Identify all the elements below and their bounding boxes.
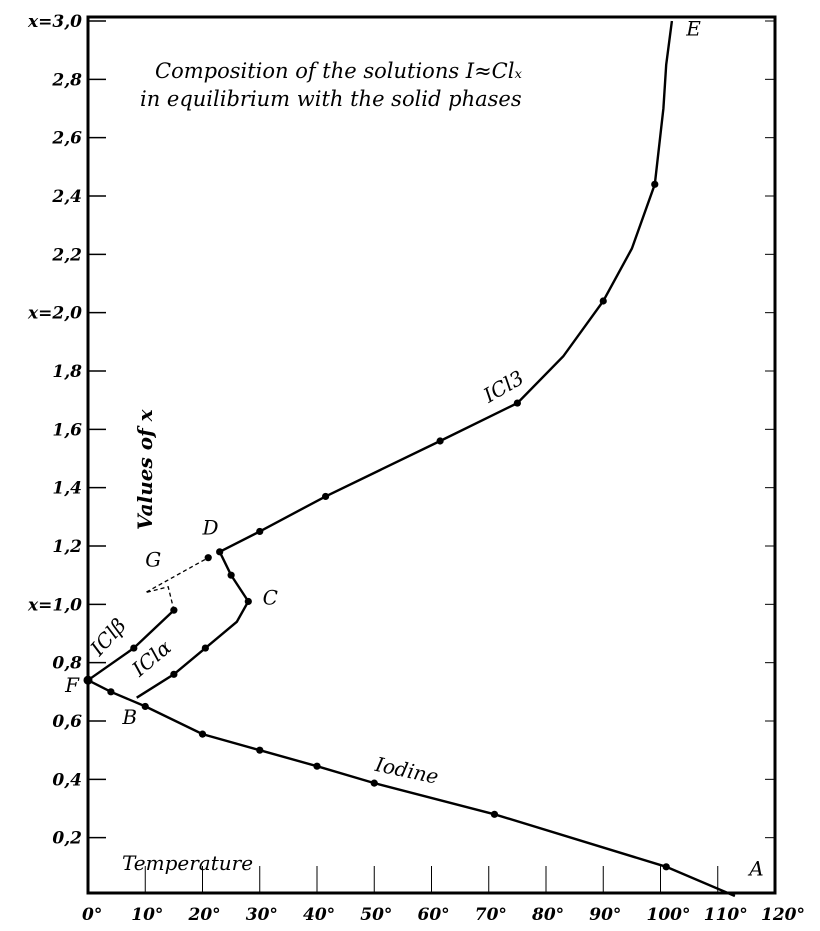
- y-tick-label: 2,8: [51, 70, 82, 90]
- data-point: [321, 492, 330, 501]
- y-tick-label: 2,2: [51, 245, 82, 265]
- data-point: [513, 399, 521, 407]
- point-label-B: B: [121, 705, 137, 729]
- data-point: [370, 779, 378, 787]
- data-point: [651, 180, 659, 188]
- x-tick-label: 120°: [761, 905, 805, 925]
- data-point: [490, 810, 499, 818]
- y-tick-label: 0,2: [52, 829, 82, 849]
- point-label-D: D: [202, 515, 219, 539]
- y-tick-label: 0,6: [52, 712, 82, 732]
- chart-title-line-2: in equilibrium with the solid phases: [140, 87, 522, 111]
- data-point: [198, 730, 207, 738]
- curve-ICl3: [219, 20, 674, 553]
- y-tick-label: 2,6: [51, 129, 82, 149]
- data-point: [216, 548, 224, 556]
- y-tick-label: x=3,0: [27, 12, 82, 32]
- data-point: [256, 527, 264, 536]
- x-tick-label: 70°: [475, 905, 507, 925]
- y-axis-label: Values of x: [133, 408, 157, 530]
- data-point-F: [83, 675, 93, 685]
- data-point: [107, 688, 115, 696]
- point-label-F: F: [64, 673, 80, 697]
- data-point: [201, 644, 209, 652]
- data-point: [204, 554, 212, 562]
- data-point: [436, 437, 444, 445]
- y-tick-label: 2,4: [51, 187, 82, 207]
- data-point: [256, 746, 264, 754]
- data-point: [141, 702, 149, 711]
- plot-frame: [86, 15, 777, 895]
- data-point: [227, 571, 235, 579]
- data-point: [130, 644, 138, 652]
- point-label-E: E: [685, 17, 701, 41]
- y-tick-label: 1,4: [52, 479, 82, 499]
- y-tick-label: 1,8: [52, 362, 82, 382]
- y-tick-label: 0,8: [52, 654, 82, 674]
- point-label-C: C: [263, 585, 278, 609]
- chart-title-line-1: Composition of the solutions I≈Clₓ: [155, 59, 522, 83]
- x-tick-label: 20°: [188, 905, 221, 925]
- y-tick-label: 1,6: [52, 420, 82, 440]
- data-point: [244, 597, 252, 606]
- point-label-G: G: [145, 547, 161, 571]
- point-label-A: A: [747, 857, 763, 881]
- x-tick-label: 100°: [647, 905, 691, 925]
- data-point: [170, 606, 178, 614]
- x-tick-label: 10°: [131, 905, 163, 925]
- x-tick-label: 50°: [360, 905, 392, 925]
- data-point: [599, 297, 607, 305]
- curve-label: Iodine: [372, 752, 440, 789]
- curve-Iodine: [87, 679, 736, 898]
- x-axis-label: Temperature: [122, 851, 253, 875]
- x-tick-label: 90°: [589, 905, 621, 925]
- data-point: [170, 670, 178, 678]
- x-tick-label: 30°: [246, 905, 278, 925]
- x-tick-label: 60°: [418, 905, 450, 925]
- y-tick-label: 0,4: [52, 770, 82, 790]
- data-point: [662, 863, 670, 871]
- x-tick-label: 0°: [82, 905, 102, 925]
- y-tick-label: 1,2: [52, 537, 82, 557]
- x-tick-label: 110°: [704, 905, 748, 925]
- curve-segment-3: [144, 557, 209, 611]
- y-tick-label: x=2,0: [27, 304, 82, 324]
- y-tick-label: x=1,0: [27, 595, 82, 615]
- x-tick-label: 40°: [303, 905, 335, 925]
- data-point: [313, 762, 321, 770]
- curve-label: IClα: [127, 635, 177, 682]
- x-tick-label: 80°: [531, 905, 564, 925]
